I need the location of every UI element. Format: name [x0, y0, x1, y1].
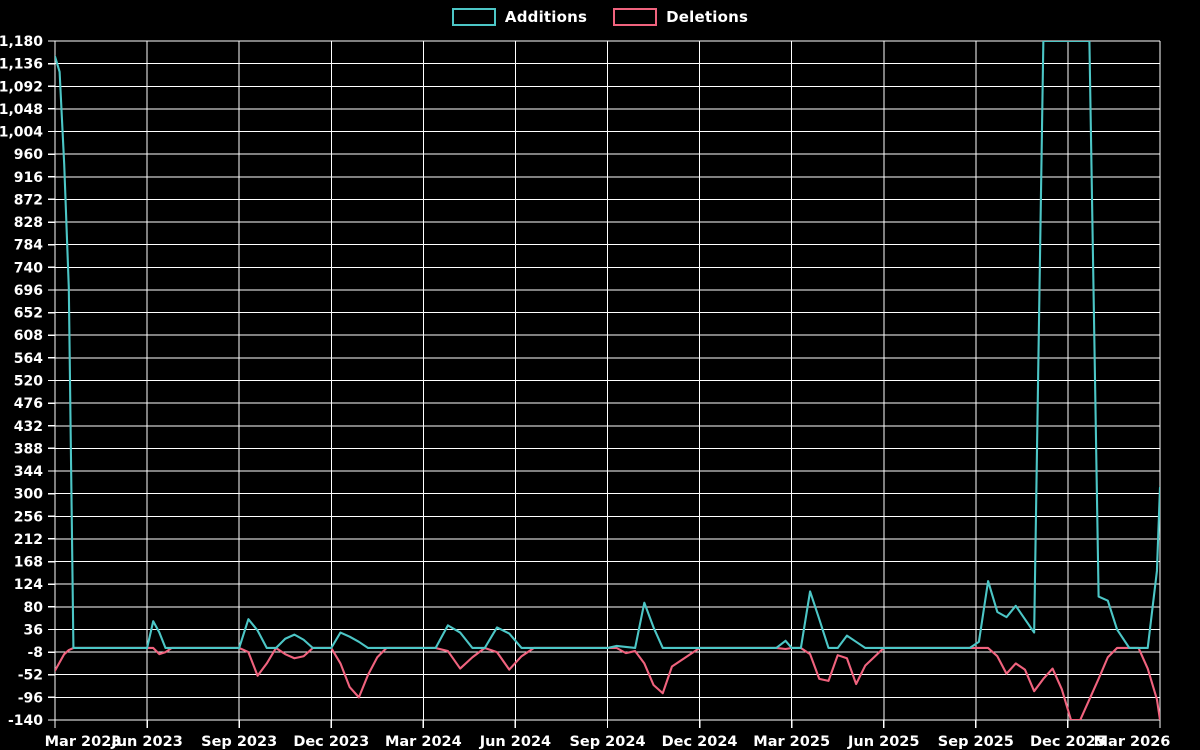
- y-tick-label: 652: [14, 306, 43, 322]
- x-tick-label: Mar 2023: [45, 734, 122, 750]
- y-tick-label: 1,180: [0, 34, 43, 50]
- chart-legend: Additions Deletions: [0, 0, 1200, 34]
- legend-item-deletions[interactable]: Deletions: [613, 8, 748, 26]
- grid-lines: [54, 40, 1161, 721]
- y-tick-label: 344: [14, 464, 43, 480]
- x-tick-label: Jun 2023: [110, 734, 182, 750]
- x-tick-label: Mar 2025: [753, 734, 830, 750]
- y-tick-label: 960: [14, 147, 43, 163]
- y-tick-label: 212: [14, 532, 43, 548]
- x-tick-label: Dec 2025: [1030, 734, 1106, 750]
- y-tick-label: 168: [14, 555, 43, 571]
- y-tick-label: 608: [14, 328, 43, 344]
- legend-item-additions[interactable]: Additions: [451, 8, 588, 26]
- x-tick-label: Jun 2025: [847, 734, 919, 750]
- y-tick-label: 916: [14, 170, 43, 186]
- legend-swatch-icon-additions: [451, 8, 496, 26]
- x-tick-label: Dec 2023: [293, 734, 369, 750]
- x-tick-label: Sep 2025: [938, 734, 1014, 750]
- y-tick-label: 432: [14, 419, 43, 435]
- y-tick-label: 520: [14, 374, 43, 390]
- y-tick-label: -52: [18, 668, 43, 684]
- legend-label-additions: Additions: [504, 8, 588, 26]
- y-tick-label: 388: [14, 441, 43, 457]
- y-tick-label: 872: [14, 192, 43, 208]
- legend-label-deletions: Deletions: [666, 8, 749, 26]
- y-tick-label: 36: [24, 622, 43, 638]
- legend-swatch-icon-deletions: [613, 8, 658, 26]
- y-axis-labels: 1,180 1,136 1,092 1,048 1,004 960 916 872 828 784…: [0, 34, 43, 729]
- y-tick-label: 256: [14, 509, 43, 525]
- x-tick-label: Jun 2024: [479, 734, 551, 750]
- y-axis-tick-marks: [48, 40, 55, 721]
- y-tick-label: 784: [14, 238, 43, 254]
- data-series-group: [55, 41, 1160, 720]
- y-tick-label: -96: [18, 690, 43, 706]
- y-tick-label: 740: [14, 260, 43, 276]
- x-tick-label: Sep 2023: [201, 734, 277, 750]
- x-tick-label: Mar 2024: [385, 734, 462, 750]
- y-tick-label: 124: [14, 577, 43, 593]
- y-tick-label: 828: [14, 215, 43, 231]
- y-tick-label: 476: [14, 396, 43, 412]
- y-tick-label: -140: [8, 713, 43, 729]
- series-path-additions: [55, 41, 1160, 650]
- y-tick-label: 564: [14, 351, 43, 367]
- x-tick-label: Mar 2026: [1094, 734, 1171, 750]
- y-tick-label: 1,136: [0, 57, 43, 73]
- y-tick-label: 300: [14, 487, 43, 503]
- y-tick-label: 1,092: [0, 79, 43, 95]
- x-tick-label: Dec 2024: [662, 734, 738, 750]
- x-axis-tick-marks: [54, 720, 1161, 728]
- y-tick-label: 696: [14, 283, 43, 299]
- y-tick-label: 1,004: [0, 125, 43, 141]
- y-tick-label: 80: [24, 600, 44, 616]
- x-tick-label: Sep 2024: [569, 734, 645, 750]
- y-tick-label: -8: [27, 645, 43, 661]
- y-tick-label: 1,048: [0, 102, 43, 118]
